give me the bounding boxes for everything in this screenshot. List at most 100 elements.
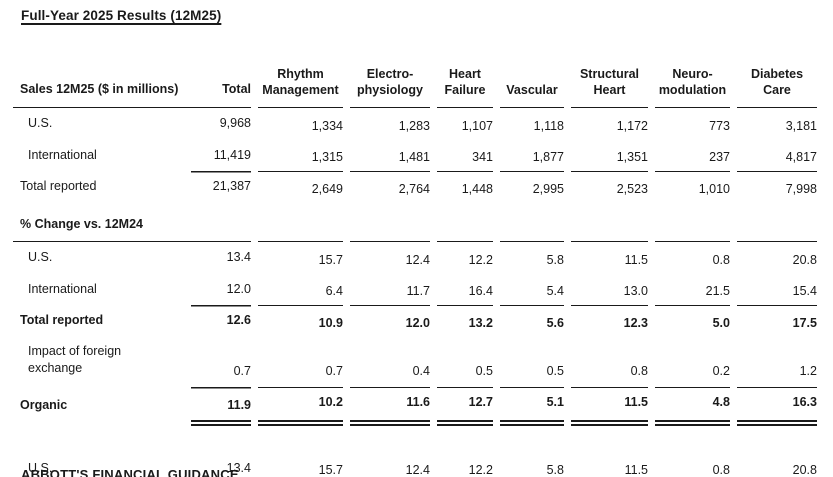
column-header-rhythm-management: Rhythm Management bbox=[258, 42, 343, 108]
cell-value: 5.4 bbox=[546, 284, 564, 298]
cell-value: 20.8 bbox=[792, 463, 817, 477]
table-row: U.S. 9,968 1,334 1,283 1,107 1,118 1,172 773 3,1… bbox=[13, 108, 817, 140]
cell-value: 11.5 bbox=[571, 386, 648, 426]
cell-value: 12.2 bbox=[468, 252, 493, 267]
cell-value: 17.5 bbox=[737, 305, 817, 337]
row-label: Total reported bbox=[20, 179, 97, 193]
column-header-heart-failure: Heart Failure bbox=[437, 42, 493, 108]
cell-value bbox=[571, 203, 648, 242]
column-header-total: Total bbox=[222, 81, 251, 96]
cell-value: 1,877 bbox=[532, 150, 564, 164]
row-label: International bbox=[28, 281, 97, 296]
cell-value: 0.4 bbox=[412, 363, 430, 378]
cell-value: 0.5 bbox=[475, 363, 493, 378]
cell-value: 1,107 bbox=[461, 118, 493, 133]
row-label-cell: U.S. 13.4 bbox=[13, 242, 251, 274]
row-label: Total reported bbox=[20, 313, 104, 327]
cell-value: 21.5 bbox=[705, 284, 730, 298]
cell-value: 12.4 bbox=[405, 252, 430, 267]
cell-value: 1,315 bbox=[311, 150, 343, 164]
table-row: Total reported 12.6 10.9 12.0 13.2 5.6 12.3 5.0… bbox=[13, 305, 817, 337]
cell-value: 1,283 bbox=[398, 118, 430, 133]
cell-total-value: 11.9 bbox=[227, 398, 251, 412]
row-label-cell: Total reported 12.6 bbox=[13, 305, 251, 337]
cell-value: 13.2 bbox=[437, 305, 493, 337]
cell-value bbox=[737, 203, 817, 242]
cell-value: 12.2 bbox=[468, 463, 493, 477]
row-label: Impact of foreign exchange bbox=[28, 343, 122, 376]
table-row: % Change vs. 12M24 bbox=[13, 203, 817, 242]
cell-value bbox=[500, 203, 564, 242]
cell-value: 12.3 bbox=[571, 305, 648, 337]
cell-value bbox=[655, 203, 730, 242]
table-row: U.S. 13.4 15.7 12.4 12.2 5.8 11.5 0.8 20.8 bbox=[13, 242, 817, 274]
table-row: U.S. 13.4 15.7 12.4 12.2 5.8 11.5 0.8 20.8 bbox=[13, 453, 817, 477]
cell-total-value: 13.4 bbox=[226, 460, 251, 475]
cell-value: 1,118 bbox=[533, 118, 564, 133]
cell-value: 773 bbox=[709, 118, 730, 133]
cell-value: 11.6 bbox=[350, 386, 430, 426]
column-header-structural-heart: Structural Heart bbox=[571, 42, 648, 108]
footer-heading: ABBOTT'S FINANCIAL GUIDANCE bbox=[21, 467, 239, 477]
cell-value: 5.1 bbox=[500, 386, 564, 426]
cell-value: 5.6 bbox=[500, 305, 564, 337]
header-cell-sales-total: Sales 12M25 ($ in millions) Total bbox=[13, 42, 251, 108]
cell-value: 11.7 bbox=[406, 284, 430, 298]
cell-value: 1,334 bbox=[311, 118, 343, 133]
table-row: International 11,419 1,315 1,481 341 1,877 1,3… bbox=[13, 140, 817, 172]
table-row: Organic 11.9 10.2 11.6 12.7 5.1 11.5 4.8 16.3 bbox=[13, 386, 817, 426]
table-row: Total reported 21,387 2,649 2,764 1,448 2,995… bbox=[13, 171, 817, 203]
table-row: Impact of foreign exchange 0.7 0.7 0.4 0.5 0.… bbox=[13, 337, 817, 387]
cell-total-value: 12.6 bbox=[226, 313, 251, 327]
row-label: U.S. bbox=[28, 116, 53, 130]
cell-value: 0.8 bbox=[630, 363, 648, 378]
cell-value: 1.2 bbox=[799, 363, 817, 378]
column-header-vascular: Vascular bbox=[500, 42, 564, 108]
column-header-neuromodulation: Neuro- modulation bbox=[655, 42, 730, 108]
cell-value: 0.2 bbox=[712, 363, 730, 378]
cell-value: 11.5 bbox=[624, 463, 648, 477]
cell-total-value: 13.4 bbox=[226, 250, 251, 264]
column-header-sales: Sales 12M25 ($ in millions) bbox=[20, 81, 179, 96]
header-row: Sales 12M25 ($ in millions) Total Rhythm… bbox=[13, 42, 817, 108]
cell-value: 15.4 bbox=[792, 284, 817, 298]
row-label: International bbox=[28, 147, 97, 162]
cell-value: 13.0 bbox=[623, 284, 648, 298]
row-label-cell: International 11,419 bbox=[13, 140, 251, 172]
cell-value: 0.5 bbox=[546, 363, 564, 378]
cell-total-value: 0.7 bbox=[233, 363, 251, 378]
row-label: U.S. bbox=[28, 250, 53, 264]
cell-value: 5.8 bbox=[546, 252, 564, 267]
cell-value: 12.0 bbox=[350, 305, 430, 337]
cell-value: 11.5 bbox=[624, 252, 648, 267]
cell-value: 1,010 bbox=[655, 171, 730, 203]
cell-value: 341 bbox=[472, 150, 493, 164]
cell-value: 2,995 bbox=[500, 171, 564, 203]
cell-value: 1,172 bbox=[616, 118, 648, 133]
row-label-cell: U.S. 9,968 bbox=[13, 108, 251, 140]
cell-value: 15.7 bbox=[318, 463, 343, 477]
cell-value: 1,448 bbox=[437, 171, 493, 203]
spacer-row bbox=[13, 426, 817, 453]
row-label: Organic bbox=[20, 398, 68, 412]
cell-total-value: 11,419 bbox=[213, 147, 251, 162]
row-label-cell: Total reported 21,387 bbox=[13, 171, 251, 203]
table-row: International 12.0 6.4 11.7 16.4 5.4 13.0 21.5 1… bbox=[13, 274, 817, 306]
cell-value: 2,523 bbox=[571, 171, 648, 203]
cell-total-value: 12.0 bbox=[226, 281, 251, 296]
cell-value: 20.8 bbox=[792, 252, 817, 267]
cell-value bbox=[350, 203, 430, 242]
cell-value bbox=[258, 203, 343, 242]
cell-value: 12.4 bbox=[405, 463, 430, 477]
cell-value: 7,998 bbox=[737, 171, 817, 203]
row-label-cell: U.S. 13.4 bbox=[13, 453, 251, 477]
results-table: Sales 12M25 ($ in millions) Total Rhythm… bbox=[6, 42, 824, 477]
row-label: U.S. bbox=[28, 460, 53, 475]
cell-value: 15.7 bbox=[318, 252, 343, 267]
cell-value: 2,764 bbox=[350, 171, 430, 203]
row-label: % Change vs. 12M24 bbox=[20, 216, 143, 231]
cell-value: 10.9 bbox=[258, 305, 343, 337]
row-label-cell: % Change vs. 12M24 bbox=[13, 203, 251, 242]
cell-value: 0.8 bbox=[712, 252, 730, 267]
cell-value: 237 bbox=[709, 150, 730, 164]
